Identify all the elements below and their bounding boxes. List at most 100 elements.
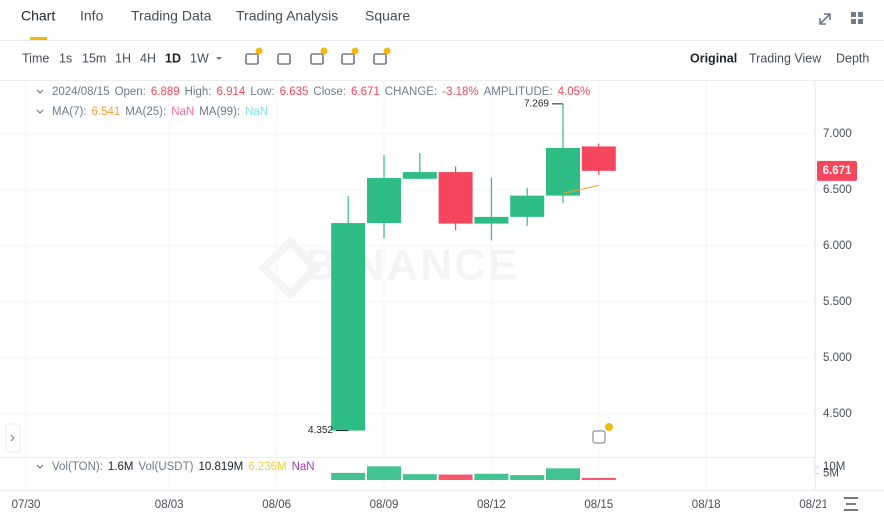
volume-bar xyxy=(438,474,473,480)
dropdown-arrow[interactable] xyxy=(216,57,222,60)
interval[interactable]: 4H xyxy=(140,51,156,65)
candle-body xyxy=(546,148,580,196)
volume-tick-label: 10M xyxy=(823,461,845,473)
tab[interactable]: Trading Analysis xyxy=(236,8,338,24)
x-tick-label: 08/03 xyxy=(155,499,184,511)
collapse-icon[interactable] xyxy=(36,464,44,469)
ma-value: NaN xyxy=(171,106,194,118)
settings-icon[interactable] xyxy=(844,497,858,511)
x-tick-label: 08/12 xyxy=(477,499,506,511)
ma-value: 6.541 xyxy=(92,106,121,118)
ohlc-label: CHANGE: xyxy=(385,86,437,98)
x-tick-label: 08/06 xyxy=(262,499,291,511)
interval[interactable]: 15m xyxy=(82,51,106,65)
candle-body xyxy=(510,195,545,217)
ohlc-value: -3.18% xyxy=(442,86,478,98)
tab[interactable]: Square xyxy=(365,8,410,24)
vol-value: 10.819M xyxy=(198,461,243,473)
tab[interactable]: Info xyxy=(80,8,104,24)
x-tick-label: 07/30 xyxy=(12,499,41,511)
vol-ma-value: NaN xyxy=(292,461,315,473)
layout-icon[interactable] xyxy=(851,12,863,24)
y-tick-label: 4.500 xyxy=(823,408,852,420)
ma-value: NaN xyxy=(245,106,268,118)
vol-value: 1.6M xyxy=(108,461,134,473)
candle-body xyxy=(367,178,401,224)
collapse-icon[interactable] xyxy=(36,89,44,94)
view-option[interactable]: Original xyxy=(690,51,737,65)
expand-icon[interactable] xyxy=(819,13,831,25)
watermark-logo xyxy=(258,236,322,300)
interval: Time xyxy=(22,51,49,65)
tool-badge xyxy=(383,47,391,55)
y-tick-label: 6.500 xyxy=(823,184,852,196)
tool-badge xyxy=(255,47,263,55)
low-label: 4.352 xyxy=(308,425,333,436)
tab[interactable]: Chart xyxy=(21,8,55,24)
interval[interactable]: 1H xyxy=(115,51,131,65)
side-toggle[interactable] xyxy=(5,423,21,453)
vol-label: Vol(USDT) xyxy=(139,461,194,473)
volume-bar xyxy=(331,472,366,480)
price-tag xyxy=(817,160,857,181)
ohlc-value: 6.671 xyxy=(351,86,380,98)
tab[interactable]: Trading Data xyxy=(131,8,212,24)
candle-body xyxy=(438,172,473,224)
tool-icon[interactable] xyxy=(341,53,355,65)
ohlc-date: 2024/08/15 xyxy=(52,86,110,98)
ohlc-label: Low: xyxy=(250,86,274,98)
ma-label: MA(99): xyxy=(199,106,240,118)
interval[interactable]: 1D xyxy=(165,51,181,65)
volume-bar xyxy=(367,466,401,480)
tab-underline xyxy=(30,37,47,40)
ohlc-value: 6.635 xyxy=(280,86,309,98)
x-tick-label: 08/21 xyxy=(799,499,828,511)
high-label: 7.269 xyxy=(524,99,549,110)
x-tick-label: 08/18 xyxy=(692,499,721,511)
candle-body xyxy=(581,146,616,171)
tool-icon[interactable] xyxy=(277,53,291,65)
interval[interactable]: 1W xyxy=(190,51,209,65)
view-option[interactable]: Depth xyxy=(836,51,869,65)
news-icon[interactable] xyxy=(592,430,606,444)
volume-bar xyxy=(581,477,616,480)
volume-bar xyxy=(474,473,509,480)
x-tick-label: 08/09 xyxy=(370,499,399,511)
ohlc-value: 4.05% xyxy=(558,86,591,98)
tool-icon[interactable] xyxy=(245,53,259,65)
ohlc-label: High: xyxy=(185,86,212,98)
volume-bar xyxy=(510,475,545,480)
y-tick-label: 5.500 xyxy=(823,296,852,308)
side-toggle-arrow xyxy=(10,434,15,442)
y-tick-label: 7.000 xyxy=(823,128,852,140)
volume-tick-label: 5M xyxy=(823,468,839,480)
y-tick-label: 6.000 xyxy=(823,240,852,252)
ma-line xyxy=(562,184,599,194)
ohlc-label: Close: xyxy=(313,86,346,98)
ohlc-value: 6.889 xyxy=(151,86,180,98)
collapse-icon[interactable] xyxy=(36,109,44,114)
ma-label: MA(25): xyxy=(125,106,166,118)
tool-badge xyxy=(351,47,359,55)
vol-ma-value: 6.236M xyxy=(248,461,286,473)
x-tick-label: 08/15 xyxy=(584,499,613,511)
ohlc-label: AMPLITUDE: xyxy=(484,86,553,98)
ohlc-label: Open: xyxy=(115,86,146,98)
candle-body xyxy=(402,172,437,179)
volume-bar xyxy=(546,468,580,480)
view-option[interactable]: Trading View xyxy=(749,51,822,65)
news-badge xyxy=(605,423,613,431)
candle-body xyxy=(331,223,366,431)
interval[interactable]: 1s xyxy=(59,51,72,65)
tool-icon[interactable] xyxy=(373,53,387,65)
current-price: 6.671 xyxy=(823,165,852,177)
ohlc-value: 6.914 xyxy=(217,86,246,98)
candle-body xyxy=(474,216,509,224)
volume-bar xyxy=(402,474,437,480)
vol-label: Vol(TON): xyxy=(52,461,103,473)
ma-label: MA(7): xyxy=(52,106,87,118)
tool-badge xyxy=(320,47,328,55)
tool-icon[interactable] xyxy=(310,53,324,65)
y-tick-label: 5.000 xyxy=(823,352,852,364)
